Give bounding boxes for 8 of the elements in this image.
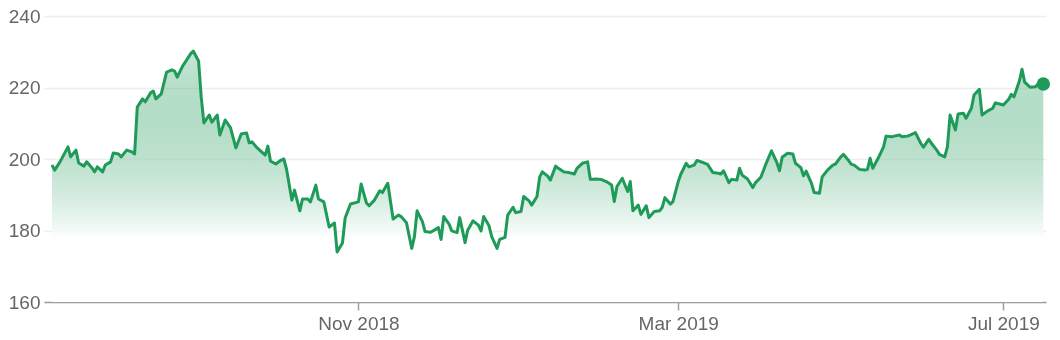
y-tick-label: 160 <box>8 291 41 313</box>
x-tick-label: Jul 2019 <box>967 312 1040 334</box>
y-tick-label: 240 <box>8 5 41 27</box>
y-tick-label: 180 <box>8 220 41 241</box>
x-tick-label: Mar 2019 <box>638 312 719 334</box>
y-tick-label: 220 <box>8 77 41 98</box>
x-tick-label: Nov 2018 <box>318 312 400 334</box>
y-tick-label: 200 <box>8 148 41 170</box>
